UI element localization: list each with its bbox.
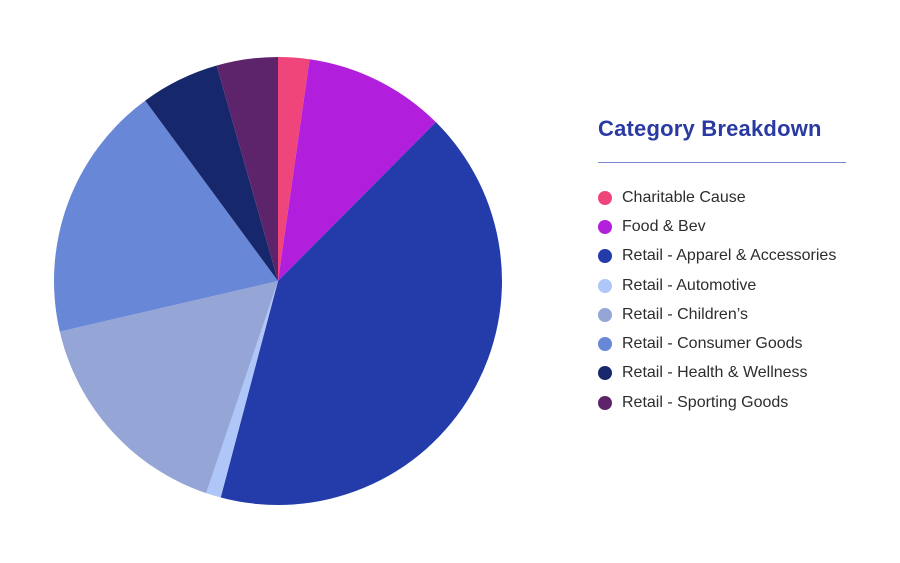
legend-label: Food & Bev (622, 217, 706, 235)
legend-item-food-bev: Food & Bev (598, 212, 848, 241)
legend-label: Retail - Automotive (622, 276, 757, 294)
legend-item-retail-automotive: Retail - Automotive (598, 271, 848, 300)
legend-label: Charitable Cause (622, 188, 746, 206)
legend-item-retail-sporting-goods: Retail - Sporting Goods (598, 388, 848, 417)
pie-slice-charitable-cause (278, 57, 310, 281)
legend-item-retail-apparel: Retail - Apparel & Accessories (598, 242, 848, 271)
pie-slice-food-bev (278, 59, 436, 281)
pie-slice-retail-apparel-accessories (220, 122, 502, 505)
legend-item-charitable-cause: Charitable Cause (598, 183, 848, 212)
chart-title: Category Breakdown (598, 116, 822, 141)
legend-label: Retail - Apparel & Accessories (622, 247, 837, 265)
pie-slice-retail-automotive (206, 281, 278, 498)
legend-label: Retail - Sporting Goods (622, 393, 789, 411)
pie-slice-retail-sporting-goods (216, 57, 278, 281)
legend-item-retail-childrens: Retail - Children’s (598, 300, 848, 329)
legend-swatch (598, 395, 612, 410)
legend-swatch (598, 219, 612, 234)
legend-swatch (598, 337, 612, 352)
legend-swatch (598, 366, 612, 381)
legend-list: Charitable Cause Food & Bev Retail - App… (598, 183, 848, 417)
legend-label: Retail - Health & Wellness (622, 364, 808, 382)
legend-swatch (598, 249, 612, 264)
legend-divider (598, 162, 846, 163)
legend-swatch (598, 190, 612, 205)
pie-slices (53, 57, 502, 505)
legend-item-retail-consumer-goods: Retail - Consumer Goods (598, 329, 848, 358)
pie-slice-retail-health-wellness (145, 65, 278, 281)
legend-swatch (598, 278, 612, 293)
legend: Category Breakdown Charitable Cause Food… (598, 116, 848, 417)
legend-label: Retail - Children’s (622, 305, 748, 323)
legend-label: Retail - Consumer Goods (622, 335, 803, 353)
pie-slice-retail-children-s (59, 281, 278, 494)
legend-swatch (598, 307, 612, 322)
pie-slice-retail-consumer-goods (53, 100, 278, 332)
legend-item-retail-health-wellness: Retail - Health & Wellness (598, 359, 848, 388)
